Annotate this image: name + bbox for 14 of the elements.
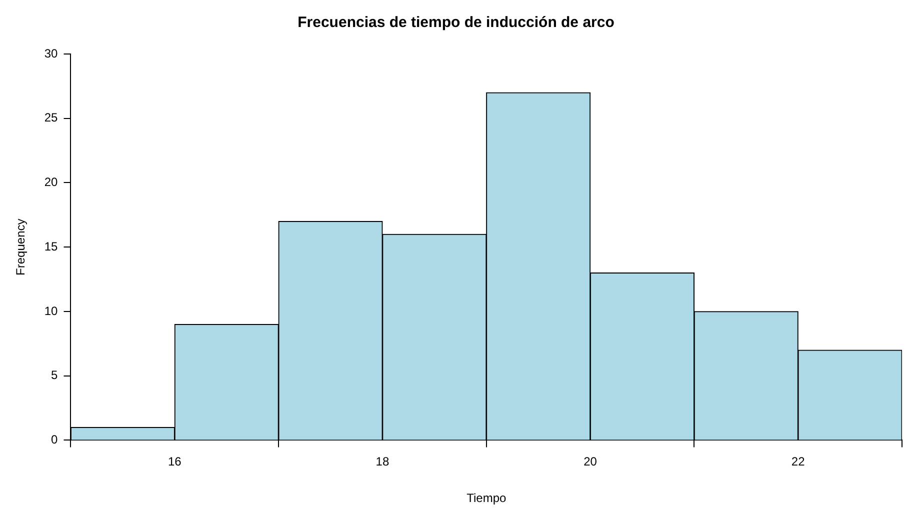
x-tick-label: 16 [168, 454, 182, 469]
y-tick-label: 0 [51, 432, 58, 447]
x-tick-label: 20 [584, 454, 598, 469]
y-tick-label: 25 [44, 110, 58, 125]
y-tick-label: 20 [44, 175, 58, 190]
y-axis-title: Frequency [14, 218, 28, 276]
x-axis-title: Tiempo [466, 491, 506, 506]
y-tick-label: 5 [51, 368, 58, 382]
y-tick-label: 15 [44, 239, 58, 254]
chart-title: Frecuencias de tiempo de inducción de arco [298, 14, 614, 32]
y-tick-label: 30 [44, 46, 58, 60]
x-tick-label: 18 [376, 454, 390, 469]
y-tick-label: 10 [44, 304, 58, 318]
x-tick-label: 22 [791, 454, 806, 469]
